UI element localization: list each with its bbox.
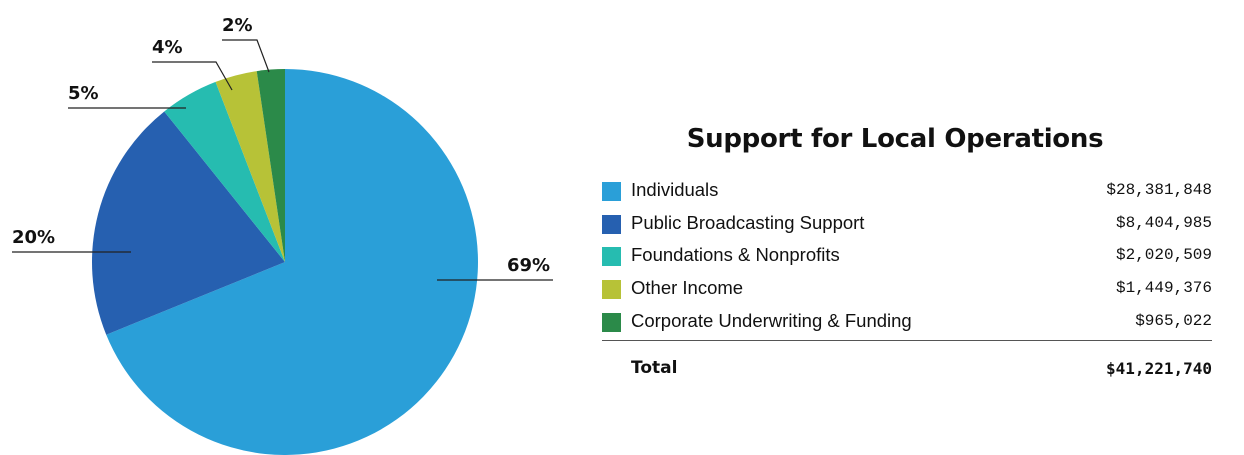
percent-label-corporate-underwriting-funding: 2% [222, 15, 253, 36]
legend-label-foundations-nonprofits: Foundations & Nonprofits [631, 244, 840, 266]
percent-label-individuals: 69% [507, 255, 550, 276]
total-label: Total [631, 358, 678, 378]
chart-title: Support for Local Operations [686, 124, 1104, 154]
pie-slice-corporate-underwriting-funding [256, 69, 285, 262]
legend-row-individuals: Individuals $28,381,848 [602, 178, 1212, 211]
legend: Individuals $28,381,848 Public Broadcast… [602, 178, 1212, 341]
pie-slice-foundations-nonprofits [164, 81, 285, 262]
total-divider [602, 340, 1212, 341]
legend-swatch-public-broadcasting-support [602, 214, 621, 234]
legend-swatch-other-income [602, 280, 621, 300]
legend-value-individuals: $28,381,848 [1106, 181, 1212, 199]
legend-swatch-foundations-nonprofits [602, 247, 621, 267]
legend-row-public-broadcasting-support: Public Broadcasting Support $8,404,985 [602, 211, 1212, 244]
leader-line-corporate-underwriting-funding [222, 39, 270, 73]
legend-value-other-income: $1,449,376 [1115, 279, 1212, 298]
legend-value-public-broadcasting-support: $8,404,985 [1115, 213, 1212, 232]
pie-slice-individuals [106, 69, 478, 455]
pie-slice-public-broadcasting-support [91, 111, 285, 335]
legend-row-corporate-underwriting-funding: Corporate Underwriting & Funding $965,02… [602, 309, 1212, 342]
pie-slice-other-income [215, 71, 285, 262]
legend-swatch-individuals [602, 182, 621, 201]
legend-label-corporate-underwriting-funding: Corporate Underwriting & Funding [631, 309, 912, 331]
legend-label-public-broadcasting-support: Public Broadcasting Support [631, 211, 865, 233]
leader-line-other-income [152, 61, 233, 91]
percent-label-other-income: 4% [152, 37, 183, 58]
legend-row-other-income: Other Income $1,449,376 [602, 276, 1212, 309]
percent-label-public-broadcasting-support: 20% [12, 227, 55, 248]
legend-value-foundations-nonprofits: $2,020,509 [1115, 246, 1212, 265]
legend-row-foundations-nonprofits: Foundations & Nonprofits $2,020,509 [602, 243, 1212, 276]
pie-chart: 69% 20% 5% 4% 2% [12, 15, 553, 455]
legend-label-individuals: Individuals [631, 179, 719, 200]
percent-label-foundations-nonprofits: 5% [68, 83, 99, 104]
total-value: $41,221,740 [1106, 359, 1212, 378]
legend-swatch-corporate-underwriting-funding [602, 312, 621, 332]
legend-value-corporate-underwriting-funding: $965,022 [1135, 311, 1212, 330]
legend-label-other-income: Other Income [631, 277, 744, 299]
